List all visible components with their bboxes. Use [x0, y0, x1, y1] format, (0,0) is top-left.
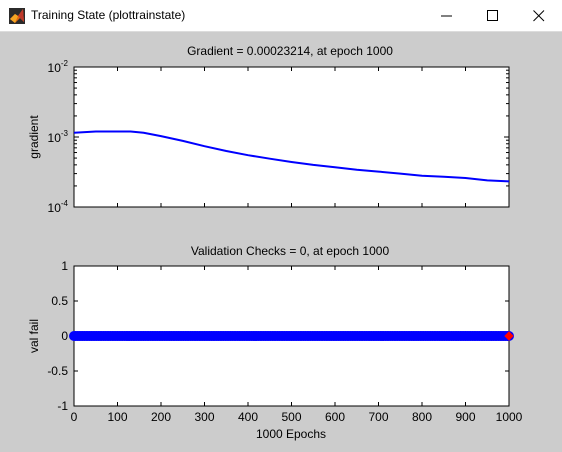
validation-xtick-label: 900: [455, 410, 475, 424]
validation-ytick-label: -1: [57, 399, 68, 413]
validation-xtick-label: 1000: [496, 410, 523, 424]
maximize-icon: [487, 10, 498, 21]
validation-xtick-label: 800: [412, 410, 432, 424]
validation-points: [69, 331, 514, 341]
gradient-chart-title: Gradient = 0.00023214, at epoch 1000: [187, 44, 393, 58]
gradient-ytick-label: 10-3: [48, 129, 69, 145]
validation-xtick-label: 600: [325, 410, 345, 424]
validation-xtick-label: 700: [368, 410, 388, 424]
maximize-button[interactable]: [470, 0, 516, 31]
gradient-ylabel: gradient: [27, 115, 41, 159]
gradient-chart: Gradient = 0.00023214, at epoch 1000 10-…: [27, 44, 510, 215]
validation-chart: Validation Checks = 0, at epoch 1000 0 10…: [27, 244, 523, 441]
minimize-button[interactable]: [424, 0, 470, 31]
validation-xtick-label: 100: [107, 410, 127, 424]
gradient-ticks: [73, 66, 510, 208]
validation-xtick-label: 400: [238, 410, 258, 424]
validation-xtick-label: 300: [194, 410, 214, 424]
matlab-icon: [9, 8, 25, 24]
validation-xtick-label: 200: [151, 410, 171, 424]
window-title: Training State (plottrainstate): [31, 8, 186, 22]
validation-ytick-label: -0.5: [47, 364, 68, 378]
validation-ytick-label: 1: [61, 259, 68, 273]
validation-xlabel: 1000 Epochs: [256, 427, 326, 441]
validation-highlight-point: [504, 331, 514, 341]
validation-ticks: [73, 265, 510, 407]
title-bar[interactable]: Training State (plottrainstate): [0, 0, 562, 32]
gradient-ytick-label: 10-4: [48, 199, 69, 215]
validation-ytick-label: 0.5: [51, 294, 68, 308]
minimize-icon: [441, 15, 452, 17]
close-button[interactable]: [516, 0, 562, 31]
validation-xtick-labels: 0 100 200 300 400 500 600 700 800 900 1000: [71, 410, 523, 424]
validation-ytick-labels: 1 0.5 0 -0.5 -1: [47, 259, 68, 413]
gradient-ytick-label: 10-2: [48, 59, 69, 75]
validation-chart-title: Validation Checks = 0, at epoch 1000: [191, 244, 390, 258]
validation-xtick-label: 500: [281, 410, 301, 424]
gradient-axes[interactable]: [73, 66, 510, 208]
validation-ytick-label: 0: [61, 329, 68, 343]
validation-ylabel: val fail: [27, 319, 41, 353]
close-icon: [533, 10, 545, 22]
gradient-line: [73, 130, 510, 183]
gradient-ytick-labels: 10-2 10-3 10-4: [48, 59, 69, 215]
validation-xtick-label: 0: [71, 410, 78, 424]
plots-canvas: Gradient = 0.00023214, at epoch 1000 10-…: [27, 44, 523, 441]
